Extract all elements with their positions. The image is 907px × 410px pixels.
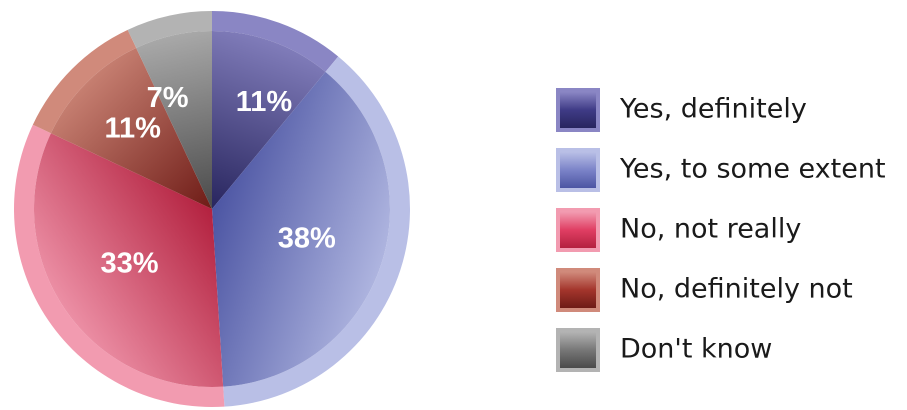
pie-slices	[13, 11, 410, 407]
pie-slice-0	[212, 31, 326, 209]
legend-swatch	[560, 152, 596, 188]
legend-swatch	[560, 212, 596, 248]
legend-swatch	[560, 332, 596, 368]
slice-value-label: 33%	[101, 248, 159, 280]
legend-swatch	[560, 92, 596, 128]
slice-value-label: 11%	[236, 86, 293, 118]
slice-value-label: 11%	[104, 112, 161, 144]
slice-value-labels: 11%38%33%11%7%	[101, 82, 337, 279]
pie-rim-1	[223, 56, 410, 407]
pie-slice-1	[212, 71, 390, 387]
legend-label: Yes, definitely	[619, 94, 807, 125]
pie-rim-3	[32, 29, 137, 134]
legend-swatch	[560, 272, 596, 308]
slice-value-label: 7%	[147, 82, 189, 114]
pie-slice-4	[136, 30, 212, 209]
legend-label: Don't know	[620, 334, 772, 365]
legend-label: Yes, to some extent	[619, 154, 886, 185]
slice-value-label: 38%	[278, 222, 336, 254]
pie-slice-2	[34, 133, 224, 387]
pie-rim-0	[212, 11, 339, 72]
pie-rim-2	[13, 124, 225, 407]
legend: Yes, definitely Yes, to some extent No, no…	[556, 88, 886, 372]
legend-label: No, definitely not	[620, 274, 853, 305]
legend-label: No, not really	[620, 214, 801, 245]
pie-rim-4	[127, 11, 212, 48]
pie-slice-3	[50, 47, 213, 210]
